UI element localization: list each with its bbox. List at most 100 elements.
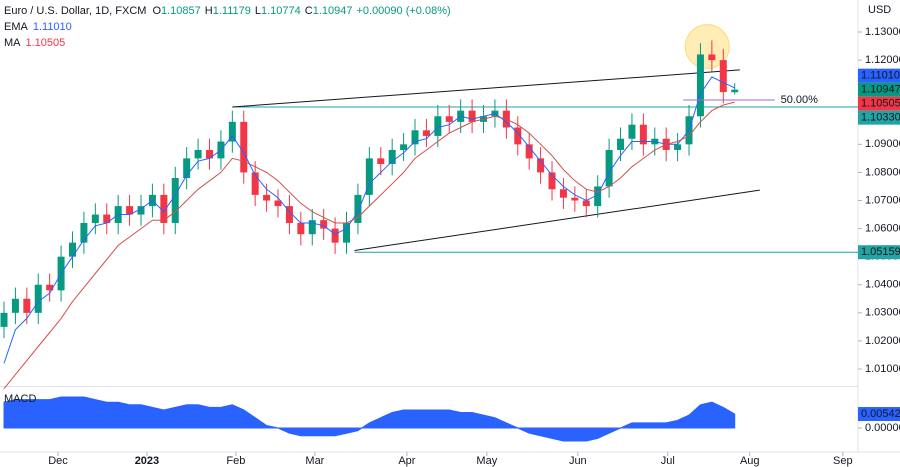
candle-body [731, 89, 739, 93]
candle-body [23, 298, 31, 313]
macd-area [3, 396, 736, 442]
x-tick-label: 2023 [135, 455, 159, 467]
x-tick-label: Feb [226, 455, 245, 467]
indicator-name: EMA [4, 21, 28, 33]
ohlc-letter: O [152, 5, 161, 17]
indicator-tag-label: 1.11010 [861, 70, 900, 82]
highlight-circle [684, 24, 730, 70]
candle-body [240, 121, 248, 173]
candle-body [308, 220, 316, 235]
candle-body [537, 158, 545, 173]
candle-body [11, 298, 19, 313]
candle-body [183, 158, 191, 179]
x-tick-label: Apr [398, 455, 415, 467]
x-tick-label: Dec [48, 455, 68, 467]
symbol-line: Euro / U.S. Dollar, 1D, FXCM O1.10857 H1.1… [4, 3, 455, 19]
trendline [354, 189, 760, 251]
last-price-tag [858, 82, 900, 97]
y-tick-label: 1.13000 [865, 26, 900, 38]
candle-body [103, 214, 111, 223]
level-tag [858, 110, 900, 125]
candle-body [0, 312, 8, 327]
candle-body [514, 127, 522, 145]
candle-body [343, 222, 351, 243]
candle-body [582, 200, 590, 207]
x-tick-label: Jun [569, 455, 587, 467]
change-label: +0.00090 (+0.08%) [356, 5, 451, 17]
candle-body [605, 149, 613, 187]
candle-body [445, 116, 453, 122]
candle-body [331, 228, 339, 243]
pane-label: MACD [4, 393, 36, 405]
candle-body [571, 197, 579, 201]
candle-body [548, 172, 556, 190]
candle-body [719, 60, 727, 93]
candle-body [137, 206, 145, 215]
last-price-tag-label: 1.10947 [861, 84, 900, 96]
y-tick-label: 1.07000 [865, 194, 900, 206]
indicator-legend: EMA 1.11010 [4, 19, 455, 35]
candle-body [126, 206, 134, 215]
candle-body [297, 222, 305, 235]
candle-body [206, 149, 214, 159]
candle-body [80, 222, 88, 243]
candle-body [228, 121, 236, 142]
y-tick-label: 1.02000 [865, 335, 900, 347]
ohlc-letter: L [254, 5, 261, 17]
candle-body [559, 189, 567, 198]
indicator-value: 1.11010 [32, 21, 72, 33]
candle-body [285, 206, 293, 223]
indicator-name: MA [4, 37, 21, 49]
candle-body [708, 54, 716, 61]
candle-body [68, 242, 76, 257]
macd-tag [858, 407, 900, 422]
indicator-value: 1.10505 [25, 37, 66, 49]
candle-body [434, 116, 442, 136]
ohlc-value: 1.10947 [312, 5, 353, 17]
x-tick-label: Aug [740, 455, 760, 467]
indicator-line [3, 101, 735, 390]
fib-label: 50.00% [781, 94, 819, 106]
candle-body [251, 172, 259, 195]
candle-body [525, 144, 533, 159]
macd-tag-label: 0.00542 [861, 408, 900, 420]
ohlc-value: 1.10774 [260, 5, 301, 17]
symbol-title: Euro / U.S. Dollar, 1D, FXCM [4, 5, 147, 17]
x-tick-label: Sep [833, 455, 853, 467]
level-tag-label: 1.10330 [861, 112, 900, 124]
candle-body [274, 200, 282, 207]
trendline [232, 69, 740, 108]
indicator-tag-label: 1.10505 [861, 98, 900, 110]
ohlc-letter: H [204, 5, 213, 17]
candle-body [377, 158, 385, 164]
y-tick-label: 1.04000 [865, 279, 900, 291]
indicator-tag [858, 96, 900, 111]
candle-body [400, 144, 408, 150]
candle-body [388, 149, 396, 164]
candle-body [674, 144, 682, 150]
indicator-line [3, 76, 735, 364]
candle-body [468, 110, 476, 122]
y-tick-label: 1.03000 [865, 307, 900, 319]
candle-body [639, 124, 647, 145]
currency-label: USD [868, 4, 891, 16]
candle-body [365, 158, 373, 195]
candle-body [628, 124, 636, 139]
level-tag-label: 1.05159 [861, 246, 900, 258]
candle-body [594, 186, 602, 207]
candle-body [46, 284, 54, 291]
candle-body [160, 194, 168, 223]
candle-body [34, 284, 42, 313]
candle-body [617, 138, 625, 150]
y-tick-label: 1.09000 [865, 138, 900, 150]
candle-body [696, 54, 704, 117]
y-tick-label: 1.06000 [865, 222, 900, 234]
x-tick-label: May [476, 455, 497, 467]
candle-body [354, 194, 362, 223]
candle-body [171, 178, 179, 223]
y-tick-label: 1.08000 [865, 166, 900, 178]
candle-body [411, 130, 419, 145]
ohlc-letter: C [304, 5, 313, 17]
